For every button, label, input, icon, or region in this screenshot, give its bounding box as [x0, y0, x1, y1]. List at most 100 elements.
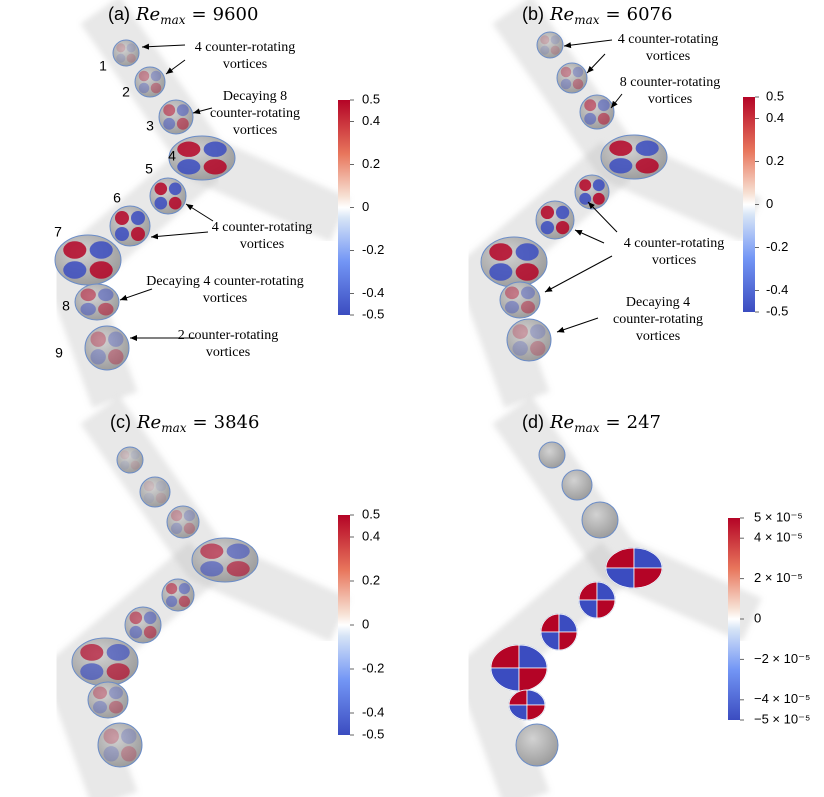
vortex [93, 687, 107, 700]
vortex [489, 263, 512, 281]
vortex [171, 523, 182, 534]
vortex [171, 510, 182, 521]
vortex [166, 596, 177, 607]
colorbar-tick-label: −2 × 10⁻⁵ [754, 651, 810, 666]
vortex [144, 626, 157, 639]
re-value: 6076 [627, 4, 673, 25]
colorbar-tick-label: -0.5 [362, 306, 384, 321]
vortex [177, 159, 200, 174]
vortex [139, 71, 150, 82]
annotation: Decaying 4 counter-rotating [146, 274, 304, 289]
section-label: 1 [99, 58, 107, 74]
colorbar-tick-label: 0.5 [362, 506, 380, 521]
re-subscript: max [574, 13, 600, 27]
annotation: Decaying 8 [223, 89, 287, 104]
colorbar-tick-label: -0.5 [362, 726, 384, 741]
cross-section [169, 136, 235, 180]
re-symbol: Re [135, 4, 160, 25]
re-subscript: max [160, 13, 186, 27]
vortex [91, 332, 106, 347]
annotation: 4 counter-rotating [212, 220, 312, 235]
colorbar-tick-label: -0.2 [766, 239, 788, 254]
colorbar-tick-label: -0.4 [362, 704, 384, 719]
vortex [139, 83, 150, 94]
colorbar-tick-label: 0.4 [766, 110, 784, 125]
colorbar [728, 518, 740, 720]
vortex [573, 67, 584, 78]
colorbar-tick-label: −5 × 10⁻⁵ [754, 711, 810, 726]
vortex [130, 612, 143, 625]
panel: (c)Remax=38460.50.40.20-0.2-0.4-0.5 [70, 410, 384, 797]
colorbar [338, 515, 350, 735]
colorbar-tick-label: 0.5 [766, 88, 784, 103]
vortex [151, 83, 162, 94]
vortex [556, 221, 569, 234]
vortex [63, 261, 86, 279]
colorbar-tick-label: 0.4 [362, 528, 380, 543]
colorbar-tick-label: 0.2 [766, 153, 784, 168]
vortex [81, 289, 96, 302]
annotation: 2 counter-rotating [178, 328, 278, 343]
vortex [115, 211, 129, 225]
arrow [575, 230, 604, 243]
colorbar-tick-label: 0 [362, 199, 369, 214]
annotation: vortices [203, 291, 247, 306]
section-label: 3 [146, 118, 154, 134]
vortex [177, 142, 200, 157]
vortex [609, 141, 632, 156]
cross-section [580, 95, 614, 129]
panel: (b)Remax=60764 counter-rotatingvortices8… [481, 4, 788, 400]
re-subscript: max [161, 421, 187, 435]
annotation: 4 counter-rotating [195, 40, 295, 55]
vortex [144, 481, 155, 492]
vortex [108, 349, 123, 364]
vortex [177, 104, 189, 116]
vortex [184, 510, 195, 521]
vortex [179, 596, 190, 607]
annotation: 8 counter-rotating [620, 75, 720, 90]
vortex [584, 99, 596, 111]
arrow [545, 256, 612, 292]
arrow [120, 289, 152, 300]
annotation: vortices [648, 92, 692, 107]
vortex [81, 303, 96, 316]
re-symbol: Re [549, 412, 574, 433]
cross-section [75, 284, 119, 320]
vortex [131, 211, 145, 225]
vortex [593, 193, 605, 205]
vortex-quadrant [519, 668, 547, 691]
relation: = [606, 412, 621, 433]
annotation: vortices [636, 329, 680, 344]
cross-section [117, 447, 143, 473]
colorbar-tick-label: 0 [754, 610, 761, 625]
vortex [131, 461, 140, 470]
cross-section [125, 607, 161, 643]
section-label: 8 [62, 298, 70, 314]
colorbar-tick-label: 0.5 [362, 91, 380, 106]
vortex [200, 544, 223, 559]
vortex [584, 113, 596, 125]
vortex [227, 561, 250, 576]
arrow [564, 40, 612, 46]
cross-section [575, 175, 609, 209]
section-label: 4 [168, 148, 176, 164]
vortex [540, 35, 549, 44]
section-label: 6 [113, 190, 121, 206]
vortex [93, 701, 107, 714]
annotation: Decaying 4 [626, 295, 690, 310]
vortex [513, 324, 528, 339]
colorbar [338, 100, 350, 315]
arrow [588, 202, 617, 232]
cross-section [507, 319, 551, 361]
cross-section [159, 100, 193, 134]
vortex [541, 206, 554, 219]
vortex-quadrant [527, 690, 545, 705]
arrow [151, 232, 208, 237]
vortex [151, 71, 162, 82]
cross-section [537, 32, 563, 58]
re-symbol: Re [136, 412, 161, 433]
colorbar-tick-label: 0 [766, 196, 773, 211]
arrow [611, 94, 622, 108]
vortex [156, 481, 167, 492]
